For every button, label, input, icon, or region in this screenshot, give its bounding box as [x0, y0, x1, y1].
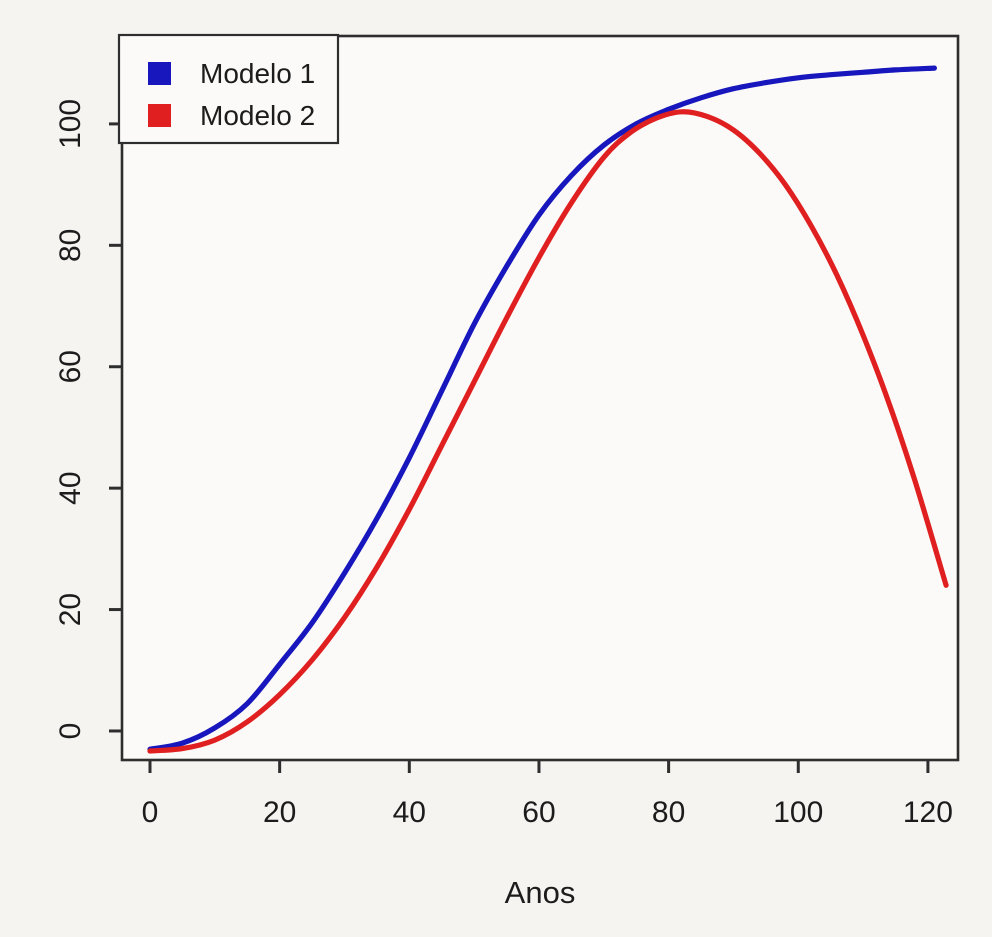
x-axis-tick-label: 60 — [522, 796, 555, 829]
y-axis-tick-label: 40 — [54, 471, 87, 504]
series-line-modelo-1 — [147, 65, 937, 752]
y-axis-tick-label: 0 — [54, 723, 87, 740]
y-axis-tick-label: 60 — [54, 350, 87, 383]
y-axis-tick-label: 20 — [54, 593, 87, 626]
x-axis-tick-label: 80 — [652, 796, 685, 829]
legend-label: Modelo 1 — [200, 58, 315, 89]
legend-label: Modelo 2 — [200, 100, 315, 131]
x-axis-title: Anos — [505, 875, 576, 910]
plot-area — [122, 36, 958, 760]
plot-border — [120, 34, 960, 762]
x-axis-tick-label: 20 — [263, 796, 296, 829]
series-line-modelo-2 — [147, 109, 949, 754]
x-axis-tick-label: 100 — [773, 796, 823, 829]
legend-swatch-modelo-2 — [148, 104, 171, 127]
x-axis-tick-label: 40 — [393, 796, 426, 829]
x-axis-tick-label: 120 — [903, 796, 953, 829]
legend-swatch-modelo-1 — [148, 62, 171, 85]
y-axis-tick-label: 80 — [54, 229, 87, 262]
y-axis-tick-label: 100 — [54, 99, 87, 149]
x-axis-tick-label: 0 — [142, 796, 159, 829]
